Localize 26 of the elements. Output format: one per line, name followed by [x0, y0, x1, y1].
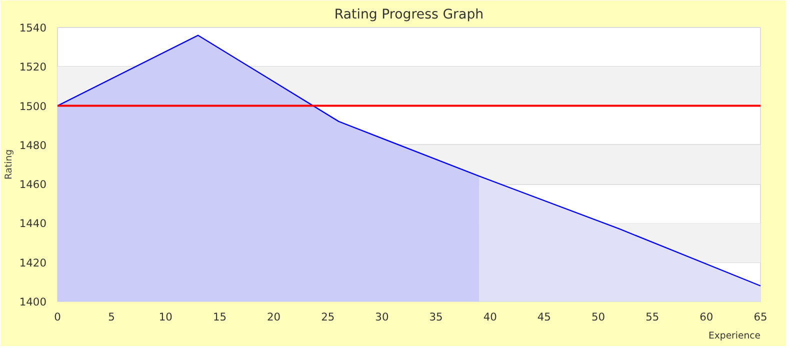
x-tick-label: 25 [321, 310, 335, 324]
y-axis-title: Rating [3, 149, 14, 180]
x-tick-label: 50 [591, 310, 606, 324]
x-tick-label: 65 [754, 310, 768, 324]
y-tick-label: 1440 [19, 217, 47, 230]
x-tick-label: 45 [537, 310, 551, 324]
y-tick-label: 1460 [19, 178, 47, 192]
x-tick-label: 40 [483, 310, 498, 324]
x-tick-label: 0 [54, 310, 62, 324]
x-tick-label: 5 [108, 310, 115, 324]
x-tick-label: 30 [375, 310, 389, 324]
x-tick-label: 35 [429, 310, 443, 324]
y-tick-label: 1480 [19, 138, 47, 152]
chart-title: Rating Progress Graph [334, 8, 484, 22]
y-tick-label: 1520 [19, 60, 47, 74]
y-tick-label: 1400 [19, 296, 47, 308]
y-tick-label: 1420 [19, 256, 47, 270]
x-tick-label: 55 [646, 310, 660, 324]
line-series [58, 34, 760, 286]
x-tick-label: 10 [158, 310, 173, 324]
y-tick-label: 1540 [19, 22, 47, 34]
x-tick-label: 15 [212, 310, 227, 324]
x-axis-title: Experience [708, 330, 761, 342]
x-tick-label: 20 [267, 310, 281, 324]
x-tick-label: 60 [700, 310, 714, 324]
y-tick-label: 1500 [19, 100, 47, 113]
